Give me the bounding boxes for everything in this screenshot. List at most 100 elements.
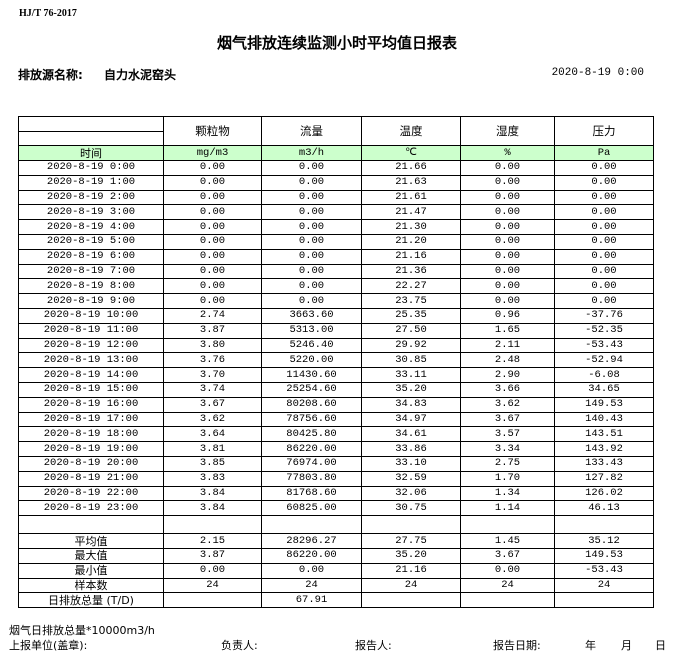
value-cell: 0.00 [554,189,654,206]
value-cell: 2.15 [163,533,262,549]
col-header: 湿度 [460,116,555,146]
value-cell: 0.00 [261,219,362,235]
value-cell: 3663.60 [261,307,362,324]
value-cell: 1.65 [460,322,555,339]
report-table: 颗粒物 流量 温度 湿度 压力 时间 mg/m3 m3/h ℃ % Pa 202… [18,116,654,609]
value-cell: 143.51 [554,426,654,443]
value-cell: 28296.27 [261,533,362,549]
value-cell: 0.00 [261,160,362,176]
value-cell: 0.00 [460,293,555,309]
data-row: 2020-8-19 15:00 3.74 25254.60 35.20 3.66 34.6… [18,381,654,398]
row-label-cell: 2020-8-19 22:00 [18,485,164,502]
value-cell: 3.74 [163,381,262,398]
row-label-cell: 2020-8-19 15:00 [18,381,164,398]
value-cell: 0.00 [460,174,555,191]
day-label: 日 [655,639,666,652]
value-cell: 33.11 [361,367,461,383]
data-row: 2020-8-19 0:00 0.00 0.00 21.66 0.00 0.00 [18,160,654,176]
value-cell: 3.84 [163,500,262,517]
data-row: 2020-8-19 17:00 3.62 78756.60 34.97 3.67 140.… [18,411,654,428]
data-row: 2020-8-19 20:00 3.85 76974.00 33.10 2.75 133.… [18,455,654,472]
value-cell: 24 [361,577,461,594]
row-label-cell: 平均值 [18,533,164,549]
value-cell: 21.47 [361,204,461,221]
value-cell: 27.75 [361,533,461,549]
data-row: 2020-8-19 16:00 3.67 80208.60 34.83 3.62 149.… [18,396,654,413]
value-cell [163,515,262,535]
value-cell [460,515,555,535]
value-cell: 0.00 [163,233,262,250]
value-cell: 1.45 [460,533,555,549]
value-cell: 25254.60 [261,381,362,398]
data-row: 2020-8-19 18:00 3.64 80425.80 34.61 3.57 143.… [18,426,654,443]
data-row: 2020-8-19 22:00 3.84 81768.60 32.06 1.34 126.… [18,485,654,502]
value-cell [163,592,262,609]
value-cell: 0.00 [261,204,362,221]
value-cell: 77803.80 [261,470,362,487]
value-cell: 0.00 [554,204,654,221]
value-cell: 3.67 [163,396,262,413]
col-header: 流量 [261,116,362,146]
value-cell: 126.02 [554,485,654,502]
value-cell: 3.57 [460,426,555,443]
value-cell: 35.12 [554,533,654,549]
stats-row: 样本数 24 24 24 24 24 [18,577,654,594]
value-cell: 0.00 [554,293,654,309]
data-row: 2020-8-19 9:00 0.00 0.00 23.75 0.00 0.00 [18,293,654,309]
value-cell: 76974.00 [261,455,362,472]
value-cell [361,515,461,535]
value-cell: 2.90 [460,367,555,383]
reporter-label: 报告人: [355,639,392,652]
value-cell: 2.74 [163,307,262,324]
value-cell: 24 [554,577,654,594]
value-cell: -52.94 [554,352,654,369]
units-row: 时间 mg/m3 m3/h ℃ % Pa [18,145,654,161]
report-date-label: 报告日期: [493,639,541,652]
row-label-cell: 2020-8-19 10:00 [18,307,164,324]
value-cell: 21.66 [361,160,461,176]
source-value: 自力水泥窑头 [104,68,177,82]
value-cell: 32.59 [361,470,461,487]
value-cell: 0.00 [554,174,654,191]
page-title: 烟气排放连续监测小时平均值日报表 [216,34,457,52]
row-label-cell: 2020-8-19 9:00 [18,293,164,309]
value-cell: 80425.80 [261,426,362,443]
value-cell: -53.43 [554,562,654,579]
value-cell: 149.53 [554,547,654,564]
value-cell: 21.36 [361,263,461,280]
data-row: 2020-8-19 19:00 3.81 86220.00 33.86 3.34 143.… [18,441,654,457]
value-cell: 30.75 [361,500,461,517]
unit-cell: mg/m3 [163,145,262,161]
value-cell: 80208.60 [261,396,362,413]
value-cell: 1.34 [460,485,555,502]
value-cell: 3.66 [460,381,555,398]
data-row: 2020-8-19 11:00 3.87 5313.00 27.50 1.65 -52.3… [18,322,654,339]
value-cell: 0.00 [554,248,654,265]
value-cell: 3.83 [163,470,262,487]
value-cell: 0.00 [554,160,654,176]
row-label-cell: 2020-8-19 8:00 [18,278,164,295]
value-cell: 33.86 [361,441,461,457]
value-cell: 0.00 [554,263,654,280]
row-label-cell: 2020-8-19 19:00 [18,441,164,457]
value-cell: 2.48 [460,352,555,369]
value-cell: 3.62 [460,396,555,413]
data-row: 2020-8-19 7:00 0.00 0.00 21.36 0.00 0.00 [18,263,654,280]
responsible-label: 负责人: [221,639,258,652]
value-cell: 0.00 [261,263,362,280]
value-cell: 0.00 [163,293,262,309]
value-cell: 0.00 [261,248,362,265]
value-cell: 24 [261,577,362,594]
header-row: 颗粒物 流量 温度 湿度 压力 [18,116,654,146]
year-label: 年 [585,639,596,652]
row-label-cell: 2020-8-19 23:00 [18,500,164,517]
value-cell: 35.20 [361,381,461,398]
value-cell: -37.76 [554,307,654,324]
value-cell: 0.00 [460,189,555,206]
data-row: 2020-8-19 14:00 3.70 11430.60 33.11 2.90 -6.0… [18,367,654,383]
value-cell: 0.00 [163,174,262,191]
value-cell: 3.87 [163,322,262,339]
data-row: 2020-8-19 2:00 0.00 0.00 21.61 0.00 0.00 [18,189,654,206]
row-label-cell: 2020-8-19 2:00 [18,189,164,206]
value-cell: 23.75 [361,293,461,309]
